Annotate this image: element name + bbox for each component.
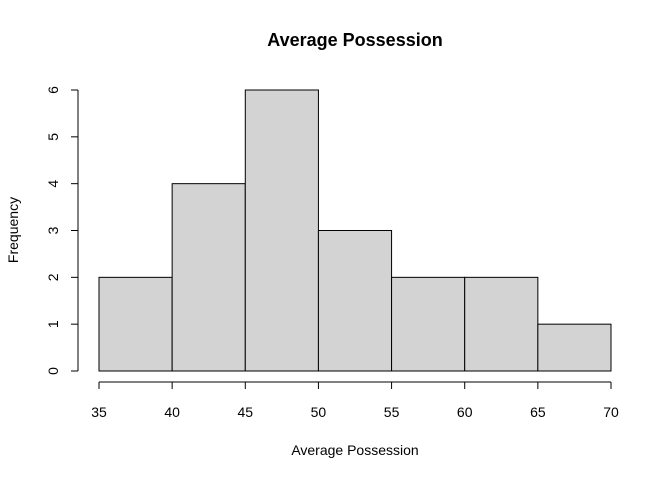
x-tick-label: 35 — [91, 404, 107, 420]
y-tick-label: 3 — [45, 226, 61, 234]
y-tick-label: 4 — [45, 180, 61, 188]
histogram-bar-6 — [537, 323, 612, 372]
histogram-bar-5 — [464, 276, 539, 372]
x-axis: 35 40 45 50 55 60 65 70 — [91, 381, 619, 420]
chart-title: Average Possession — [267, 30, 442, 50]
y-axis-label: Frequency — [5, 197, 21, 263]
y-tick-label: 6 — [45, 86, 61, 94]
x-tick-label: 60 — [457, 404, 473, 420]
y-tick-label: 5 — [45, 133, 61, 141]
x-axis-label: Average Possession — [291, 442, 418, 458]
x-tick-label: 45 — [237, 404, 253, 420]
histogram-bar-0 — [98, 276, 173, 372]
y-axis: 0 1 2 3 4 5 6 — [45, 86, 79, 375]
histogram-bar-1 — [171, 183, 246, 372]
histogram-bar-2 — [244, 89, 319, 372]
y-tick-label: 2 — [45, 273, 61, 281]
histogram-bar-4 — [391, 276, 466, 372]
x-tick-label: 65 — [530, 404, 546, 420]
bars-group — [98, 89, 612, 372]
histogram-bar-3 — [317, 230, 393, 372]
x-tick-label: 55 — [384, 404, 400, 420]
x-tick-label: 50 — [311, 404, 327, 420]
x-tick-label: 70 — [603, 404, 619, 420]
x-tick-label: 40 — [164, 404, 180, 420]
y-tick-label: 0 — [45, 367, 61, 375]
y-tick-label: 1 — [45, 320, 61, 328]
